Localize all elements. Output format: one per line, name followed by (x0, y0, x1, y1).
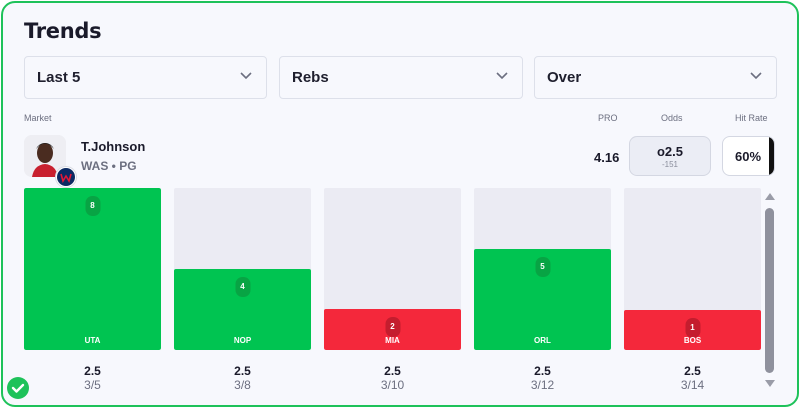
scroll-up-arrow-icon[interactable] (765, 193, 775, 200)
bar-opponent-label: ORL (534, 336, 551, 345)
bar-fill: 5 ORL (474, 249, 611, 350)
bar-date-label: 3/14 (680, 378, 705, 392)
bar-column[interactable]: 1 BOS (624, 188, 761, 350)
side-dropdown-label: Over (547, 69, 582, 86)
scroll-down-arrow-icon[interactable] (765, 380, 775, 387)
bar-line-label: 2.5 (684, 364, 701, 378)
bar-date-label: 3/8 (234, 378, 251, 392)
scrollbar-thumb[interactable] (765, 208, 774, 373)
player-name[interactable]: T.Johnson (81, 139, 146, 154)
bar-opponent-label: MIA (385, 336, 400, 345)
bar-line-label: 2.5 (234, 364, 251, 378)
stat-dropdown-label: Rebs (292, 69, 329, 86)
pro-value: 4.16 (594, 150, 620, 165)
hit-rate-box: 60% (722, 136, 775, 176)
page-title: Trends (24, 19, 102, 43)
market-header: Market (24, 113, 52, 123)
chevron-down-icon (240, 72, 252, 80)
odds-header: Odds (661, 113, 683, 123)
bar-date-label: 3/10 (380, 378, 405, 392)
chevron-down-icon (496, 72, 508, 80)
odds-price: -151 (661, 160, 678, 169)
bar-value-label: 1 (685, 318, 700, 338)
chevron-down-icon (750, 72, 762, 80)
player-avatar (24, 135, 66, 177)
team-logo-icon (55, 166, 77, 188)
bar-opponent-label: UTA (84, 336, 101, 345)
range-dropdown-label: Last 5 (37, 69, 81, 86)
side-dropdown[interactable]: Over (534, 56, 777, 99)
pro-header: PRO (598, 113, 618, 123)
bar-opponent-label: BOS (683, 336, 702, 345)
bar-line-label: 2.5 (84, 364, 101, 378)
bar-opponent-label: NOP (233, 336, 252, 345)
bar-fill: 2 MIA (324, 309, 461, 350)
bar-column[interactable]: 4 NOP (174, 188, 311, 350)
bar-value-label: 5 (535, 257, 550, 277)
player-team-position: WAS • PG (81, 159, 137, 173)
bar-fill: 4 NOP (174, 269, 311, 350)
bar-fill: 1 BOS (624, 310, 761, 350)
hit-rate-indicator (769, 137, 774, 175)
bar-date-label: 3/12 (530, 378, 555, 392)
odds-button[interactable]: o2.5 -151 (629, 136, 711, 176)
hit-rate-header: Hit Rate (735, 113, 768, 123)
bar-value-label: 4 (235, 277, 250, 297)
check-icon (7, 377, 29, 399)
bar-column[interactable]: 8 UTA (24, 188, 161, 350)
bar-line-label: 2.5 (384, 364, 401, 378)
bar-column[interactable]: 5 ORL (474, 188, 611, 350)
bar-fill: 8 UTA (24, 188, 161, 350)
range-dropdown[interactable]: Last 5 (24, 56, 267, 99)
bar-line-label: 2.5 (534, 364, 551, 378)
bar-value-label: 8 (85, 196, 100, 216)
bar-value-label: 2 (385, 317, 400, 337)
odds-line: o2.5 (656, 144, 683, 159)
hit-rate-value: 60% (735, 149, 762, 164)
stat-dropdown[interactable]: Rebs (279, 56, 523, 99)
bar-date-label: 3/5 (84, 378, 101, 392)
bar-column[interactable]: 2 MIA (324, 188, 461, 350)
